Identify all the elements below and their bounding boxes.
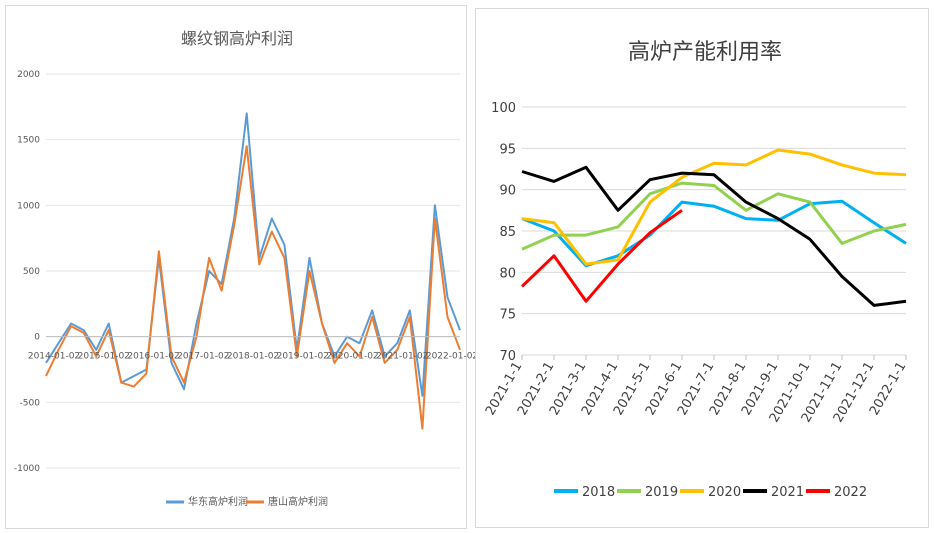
y-tick-label: -1000 [14,464,40,474]
y-tick-label: 1000 [17,201,40,211]
y-tick-label: 500 [23,267,40,277]
x-tick-label: 2020-01-02 [326,352,378,362]
legend-label: 2020 [708,485,741,500]
y-tick-label: 2000 [17,70,40,80]
legend-label: 2018 [582,485,615,500]
y-tick-label: -500 [20,398,41,408]
x-tick-label: 2018-01-02 [227,352,279,362]
x-tick-label: 2015-01-02 [78,352,130,362]
y-tick-label: 90 [499,184,516,199]
legend-label: 唐山高炉利润 [268,495,328,508]
y-tick-label: 75 [499,308,516,323]
profit-series-line [45,145,461,430]
x-tick-label: 2016-01-02 [127,352,179,362]
utilization-series-line [521,181,907,251]
utilization-series-line [521,148,907,266]
utilization-chart: 高炉产能利用率 7075808590951002021-1-12021-2-12… [483,40,909,500]
profit-chart-panel: 螺纹钢高炉利润 -1000 -500 0 500 1000 1500 2000 2014-01… [5,5,478,529]
y-tick-label: 80 [499,266,516,281]
profit-chart: 螺纹钢高炉利润 -1000 -500 0 500 1000 1500 2000 2014-01… [14,29,478,508]
y-tick-label: 70 [499,349,516,364]
legend-label: 2021 [771,485,804,500]
utilization-chart-title: 高炉产能利用率 [628,40,782,65]
y-tick-label: 100 [491,101,516,116]
y-tick-label: 0 [34,333,40,343]
utilization-series-line [521,165,907,307]
x-tick-label: 2021-01-02 [376,352,428,362]
legend-label: 2019 [645,485,678,500]
x-tick-label: 2014-01-02 [28,352,80,362]
y-tick-label: 95 [499,142,516,157]
x-tick-label: 2017-01-02 [177,352,229,362]
profit-chart-title: 螺纹钢高炉利润 [181,29,293,48]
utilization-series-line [520,209,683,303]
x-tick-label: 2019-01-02 [277,352,329,362]
legend-label: 华东高炉利润 [188,495,248,508]
utilization-chart-panel: 高炉产能利用率 70 75 80 85 90 95 100 2021-1-1 2021-2-1 2… [475,8,929,528]
y-tick-label: 1500 [17,136,40,146]
legend-label: 2022 [834,485,867,500]
utilization-series-line [521,199,907,268]
y-tick-label: 85 [499,225,516,240]
x-tick-label: 2022-01-02 [426,352,478,362]
